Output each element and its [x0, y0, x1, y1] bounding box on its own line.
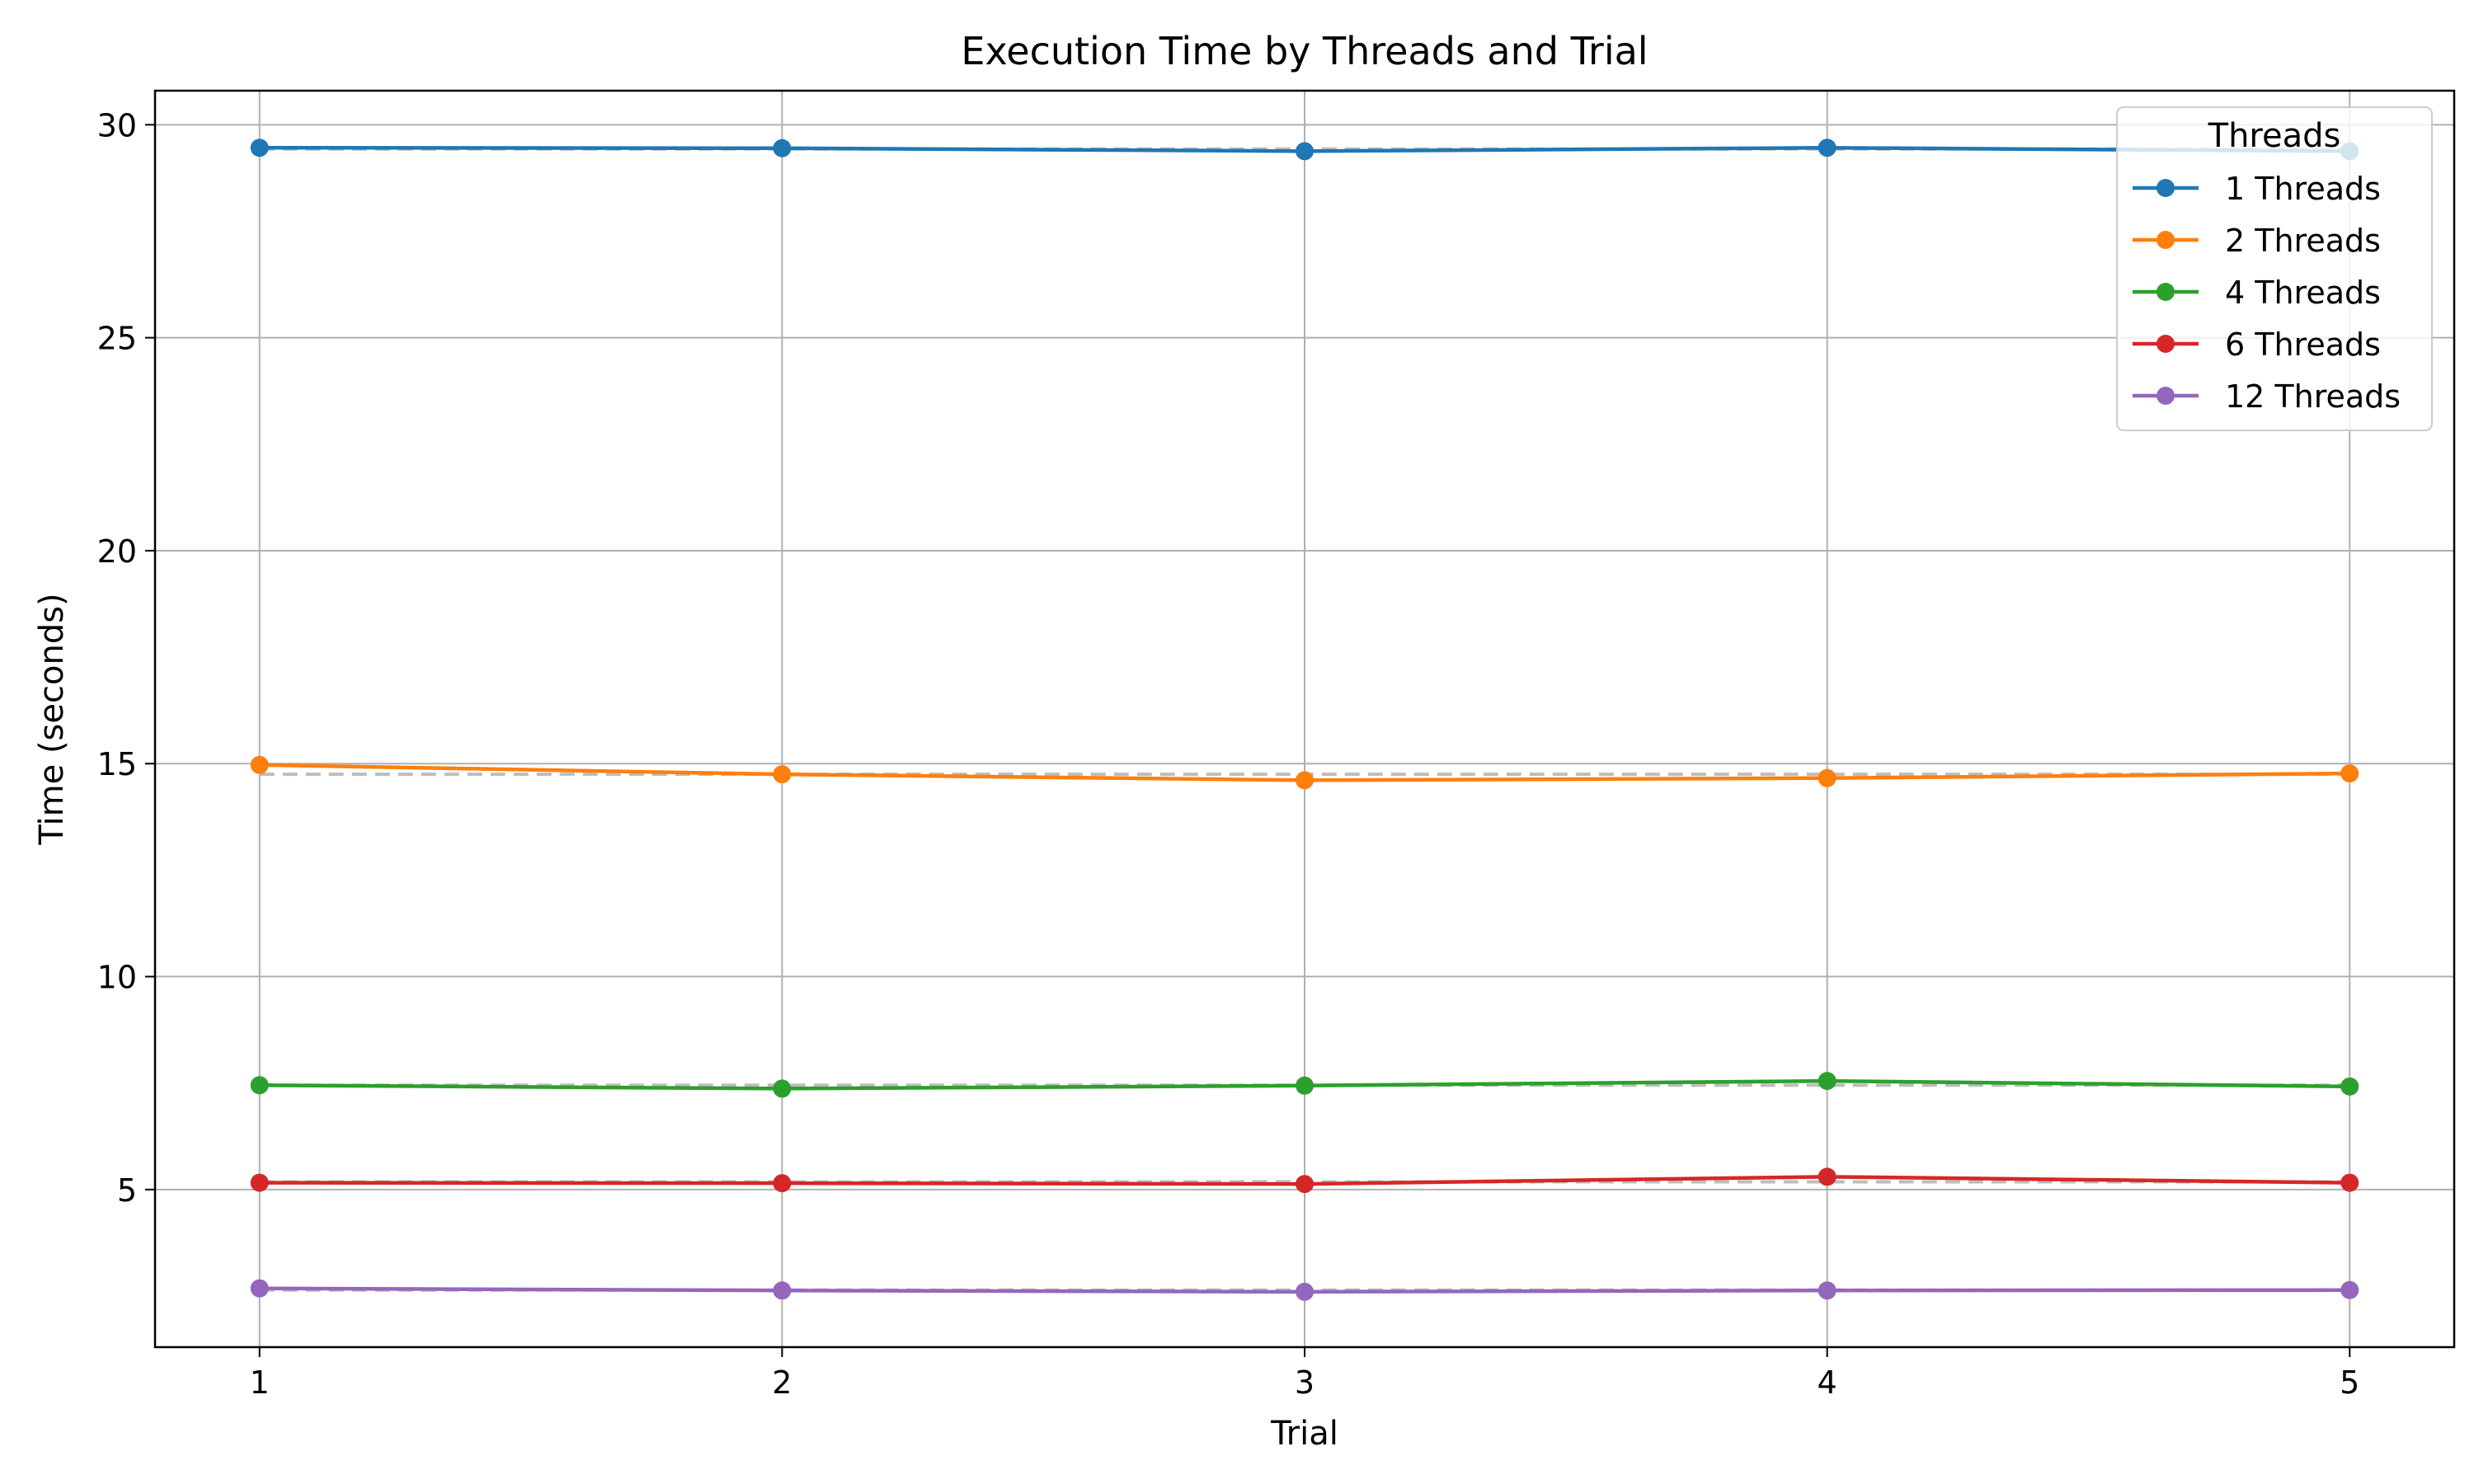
- data-point: [2340, 1280, 2359, 1299]
- legend: Threads 1 Threads 2 Threads 4 Threads 6 Thr…: [2116, 106, 2433, 431]
- series-group: [250, 1072, 2359, 1098]
- data-point: [1296, 771, 1314, 790]
- data-point: [250, 755, 269, 774]
- legend-label: 6 Threads: [2225, 326, 2381, 363]
- y-axis-label: Time (seconds): [33, 593, 71, 845]
- data-point: [773, 765, 792, 784]
- y-tick-label: 25: [97, 321, 137, 357]
- legend-title: Threads: [2208, 117, 2341, 155]
- x-tick-label: 3: [1295, 1364, 1315, 1401]
- data-point: [773, 139, 792, 157]
- data-point: [2340, 764, 2359, 783]
- y-tick-label: 30: [97, 107, 137, 143]
- data-point: [1818, 1072, 1837, 1091]
- y-tick-label: 10: [97, 960, 137, 996]
- data-point: [1818, 1167, 1837, 1186]
- data-point: [2340, 1173, 2359, 1192]
- x-tick-label: 2: [772, 1364, 792, 1401]
- chart-title: Execution Time by Threads and Trial: [961, 29, 1648, 73]
- data-point: [773, 1079, 792, 1098]
- legend-marker: [2157, 387, 2175, 405]
- data-point: [1818, 1281, 1837, 1300]
- data-point: [773, 1281, 792, 1300]
- x-tick-label: 5: [2340, 1364, 2359, 1401]
- data-point: [250, 1173, 269, 1192]
- x-axis-ticks: 1 2 3 4 5: [250, 1347, 2359, 1401]
- x-tick-label: 4: [1818, 1364, 1837, 1401]
- series-group: [250, 755, 2359, 790]
- data-point: [1296, 1282, 1314, 1301]
- legend-marker: [2157, 179, 2175, 197]
- series-group: [250, 1279, 2359, 1301]
- y-tick-label: 20: [97, 533, 137, 570]
- data-point: [1296, 142, 1314, 161]
- legend-items: 1 Threads 2 Threads 4 Threads 6 Threads 12 T…: [2133, 171, 2401, 415]
- legend-label: 2 Threads: [2225, 223, 2381, 259]
- x-tick-label: 1: [250, 1364, 270, 1401]
- data-point: [250, 1279, 269, 1298]
- data-point: [1296, 1175, 1314, 1194]
- data-point: [773, 1174, 792, 1193]
- data-point: [250, 1076, 269, 1095]
- legend-label: 1 Threads: [2225, 171, 2381, 207]
- data-point: [1818, 139, 1837, 157]
- data-series: [250, 139, 2359, 1301]
- y-axis-ticks: 5 10 15 20 25 30: [97, 107, 155, 1209]
- x-axis-label: Trial: [1270, 1415, 1338, 1453]
- legend-marker: [2157, 335, 2175, 353]
- data-point: [250, 139, 269, 157]
- data-point: [1296, 1076, 1314, 1095]
- legend-label: 12 Threads: [2225, 378, 2401, 415]
- y-tick-label: 15: [97, 746, 137, 782]
- legend-marker: [2157, 231, 2175, 249]
- legend-marker: [2157, 283, 2175, 301]
- data-point: [1818, 768, 1837, 787]
- series-group: [250, 1167, 2359, 1194]
- data-point: [2340, 1077, 2359, 1096]
- y-tick-label: 5: [117, 1172, 137, 1209]
- legend-label: 4 Threads: [2225, 275, 2381, 311]
